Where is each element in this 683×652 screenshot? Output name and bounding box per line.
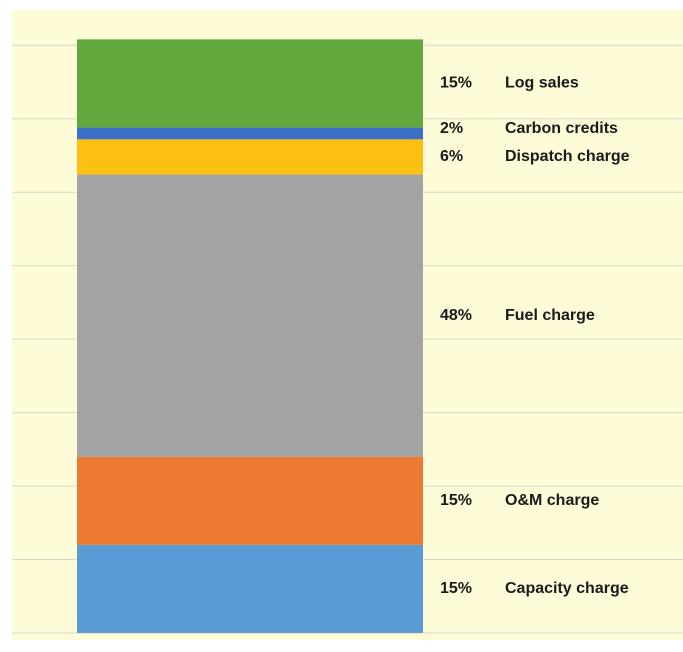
value-label: 6% bbox=[440, 148, 463, 165]
bar-segment bbox=[77, 174, 423, 457]
segment-label: O&M charge bbox=[505, 492, 599, 509]
value-label: 15% bbox=[440, 492, 472, 509]
bar-segment bbox=[77, 127, 423, 140]
bar-segment bbox=[77, 544, 423, 633]
segment-label: Log sales bbox=[505, 75, 579, 92]
value-label: 2% bbox=[440, 120, 463, 137]
value-label: 15% bbox=[440, 580, 472, 597]
bar-segment bbox=[77, 139, 423, 175]
segment-label: Dispatch charge bbox=[505, 148, 630, 165]
bar-segment bbox=[77, 456, 423, 545]
segment-label: Carbon credits bbox=[505, 120, 618, 137]
segment-label: Capacity charge bbox=[505, 580, 629, 597]
value-label: 15% bbox=[440, 75, 472, 92]
bar-segment bbox=[77, 39, 423, 128]
value-label: 48% bbox=[440, 307, 472, 324]
segment-label: Fuel charge bbox=[505, 307, 595, 324]
